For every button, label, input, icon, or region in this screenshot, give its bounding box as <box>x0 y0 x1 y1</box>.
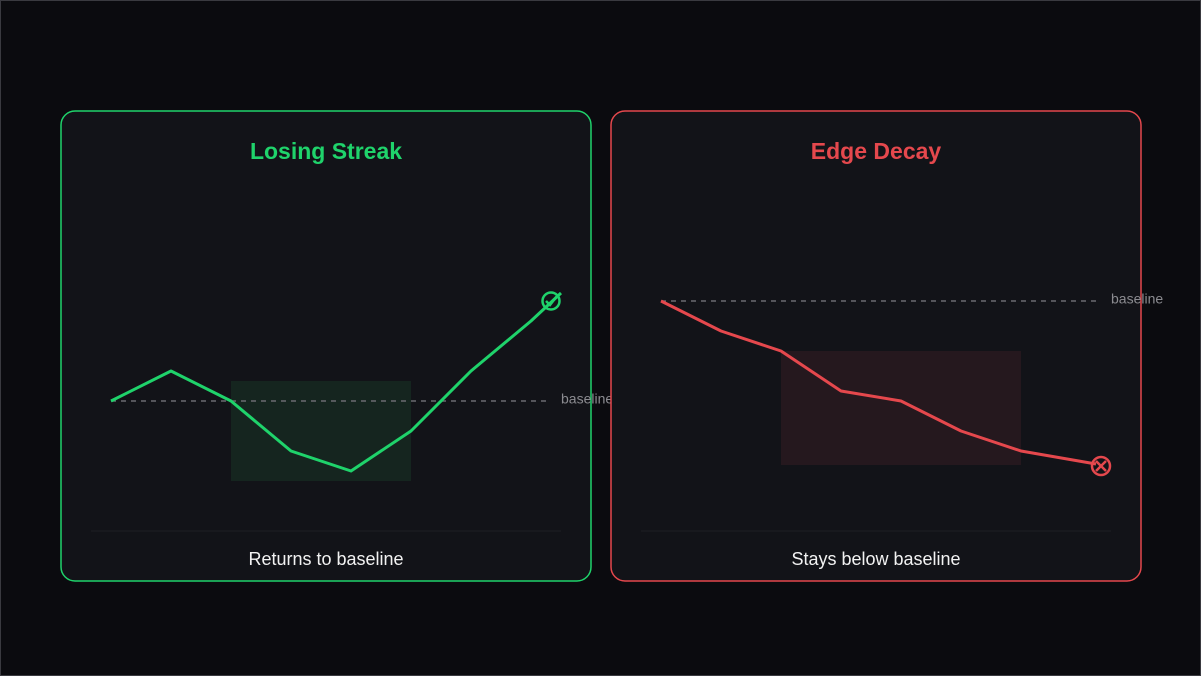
panel-frame <box>610 110 1142 582</box>
baseline-label: baseline <box>561 391 613 407</box>
trend-line <box>110 291 563 473</box>
panel-caption: Returns to baseline <box>248 549 403 569</box>
panel-caption: Stays below baseline <box>791 549 960 569</box>
check-icon <box>541 291 561 311</box>
trend-line <box>660 299 1097 466</box>
baseline-label: baseline <box>1111 291 1163 307</box>
cross-icon <box>1090 455 1112 477</box>
highlight-zone <box>231 381 411 481</box>
panel-title: Edge Decay <box>811 138 942 164</box>
panel: Edge Decay baseline Stays below baseline <box>610 110 1163 582</box>
panel-frame <box>60 110 592 582</box>
panel-title: Losing Streak <box>250 138 402 164</box>
highlight-zone <box>781 351 1021 465</box>
panel: Losing Streak baseline Returns to baseli… <box>60 110 613 582</box>
